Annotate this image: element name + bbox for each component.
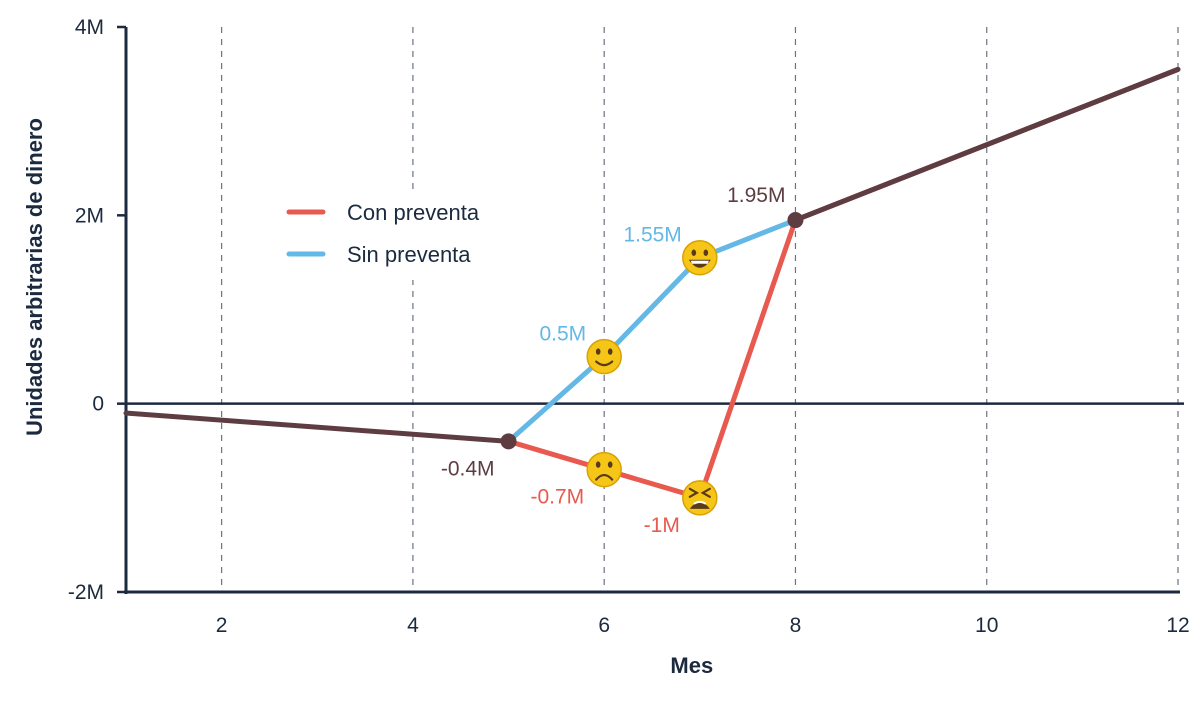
x-tick-label: 12 — [1166, 614, 1189, 637]
emoji-face — [586, 338, 622, 375]
x-tick-label: 8 — [790, 614, 802, 637]
x-tick-label: 10 — [975, 614, 998, 637]
y-axis-title: Unidades arbitrarias de dinero — [22, 118, 47, 436]
emoji-teeth — [693, 500, 707, 505]
emoji-mouth — [595, 360, 614, 367]
x-tick-label: 6 — [598, 614, 610, 637]
y-tick-label: 0 — [92, 393, 104, 416]
annotation-label: 0.5M — [539, 323, 586, 346]
emoji-face — [586, 451, 622, 488]
y-tick-label: 4M — [75, 16, 104, 39]
emoji-eye — [691, 249, 697, 256]
legend-label: Sin preventa — [347, 242, 471, 267]
emoji-eye — [595, 461, 601, 468]
emoji-eye — [607, 461, 613, 468]
x-tick-label: 4 — [407, 614, 419, 637]
frowning-face-emoji-icon — [586, 451, 622, 488]
x-axis-title: Mes — [670, 653, 713, 678]
data-point-dot — [500, 433, 517, 450]
line-con-preventa — [506, 66, 1181, 501]
axes: -2M 0 2M 4M 2 4 6 8 10 12 — [68, 16, 1190, 637]
line-sin-preventa — [506, 66, 1181, 444]
emoji-eyes — [688, 487, 711, 498]
axis-titles: Mes Unidades arbitrarias de dinero — [22, 118, 713, 678]
tired-face-emoji-icon — [682, 480, 718, 516]
annotation-label: -0.7M — [530, 486, 584, 509]
slightly-smiling-face-emoji-icon — [586, 338, 622, 375]
emoji-face — [682, 480, 718, 516]
line-shared-1 — [792, 66, 1181, 223]
legend-background — [275, 190, 535, 280]
legend: Con preventa Sin preventa — [275, 190, 535, 280]
emoji-eye — [703, 249, 709, 256]
y-tick-label: 2M — [75, 204, 104, 227]
emoji-eye — [595, 348, 601, 355]
data-annotations: -0.4M 1.95M 0.5M 1.55M -0.7M -1M — [441, 184, 786, 537]
emoji-teeth — [690, 260, 709, 264]
annotation-label: -0.4M — [441, 457, 495, 480]
data-point-dot — [787, 212, 804, 229]
x-tick-label: 2 — [216, 614, 228, 637]
annotation-label: 1.95M — [727, 184, 785, 207]
emoji-eye — [607, 348, 613, 355]
grinning-face-emoji-icon — [682, 239, 718, 276]
line-shared-0 — [123, 410, 512, 444]
emoji-mouth — [595, 473, 614, 481]
emoji-face — [682, 239, 718, 276]
series-lines — [123, 66, 1181, 501]
annotation-label: -1M — [644, 514, 680, 537]
vertical-gridlines — [221, 27, 1179, 592]
data-markers — [500, 212, 804, 516]
y-tick-label: -2M — [68, 581, 104, 604]
annotation-label: 1.55M — [623, 224, 681, 247]
legend-label: Con preventa — [347, 200, 480, 225]
